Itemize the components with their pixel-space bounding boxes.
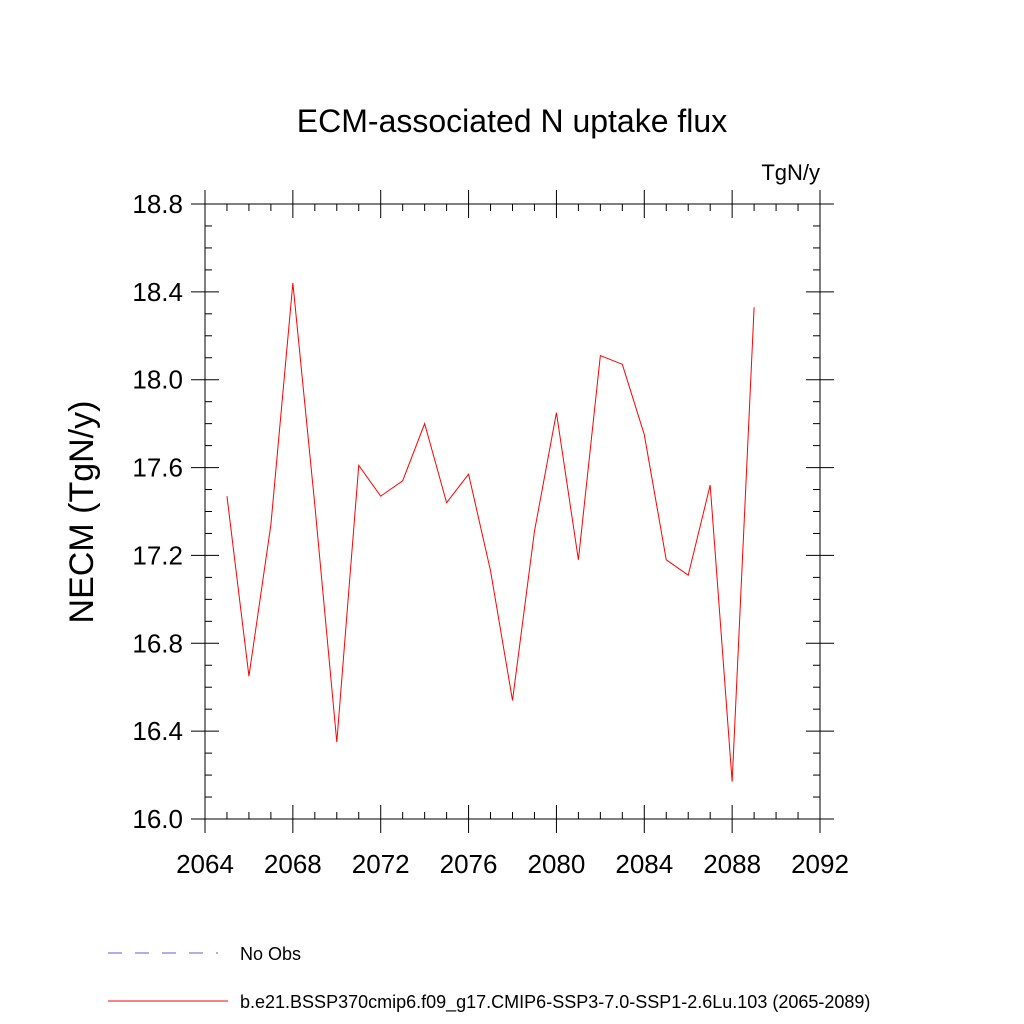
chart-title: ECM-associated N uptake flux (297, 103, 727, 139)
y-axis-label: NECM (TgN/y) (63, 401, 101, 624)
y-tick-label: 18.4 (132, 277, 183, 307)
minor-ticks (205, 204, 820, 819)
x-tick-label: 2084 (615, 849, 673, 879)
y-tick-label: 17.2 (132, 540, 183, 570)
series-line (226, 283, 755, 782)
x-tick-labels: 2064 2068 2072 2076 2080 2084 2088 2092 (176, 849, 849, 879)
x-tick-label: 2064 (176, 849, 234, 879)
legend: No Obs b.e21.BSSP370cmip6.f09_g17.CMIP6-… (108, 944, 870, 1013)
x-tick-label: 2080 (528, 849, 586, 879)
major-ticks (191, 190, 834, 833)
y-tick-label: 16.4 (132, 716, 183, 746)
legend-label-model: b.e21.BSSP370cmip6.f09_g17.CMIP6-SSP3-7.… (240, 992, 870, 1013)
y-tick-label: 18.8 (132, 189, 183, 219)
legend-label-no-obs: No Obs (240, 944, 301, 964)
x-tick-label: 2068 (264, 849, 322, 879)
y-tick-label: 16.0 (132, 804, 183, 834)
plot-frame (204, 203, 821, 820)
x-tick-label: 2076 (440, 849, 498, 879)
series-group (226, 283, 755, 782)
x-tick-label: 2092 (791, 849, 849, 879)
y-tick-label: 18.0 (132, 365, 183, 395)
x-tick-label: 2088 (703, 849, 761, 879)
y-tick-label: 17.6 (132, 453, 183, 483)
y-tick-label: 16.8 (132, 628, 183, 658)
units-label: TgN/y (761, 160, 820, 185)
x-tick-label: 2072 (352, 849, 410, 879)
y-tick-labels: 16.0 16.4 16.8 17.2 17.6 18.0 18.4 18.8 (132, 189, 183, 834)
